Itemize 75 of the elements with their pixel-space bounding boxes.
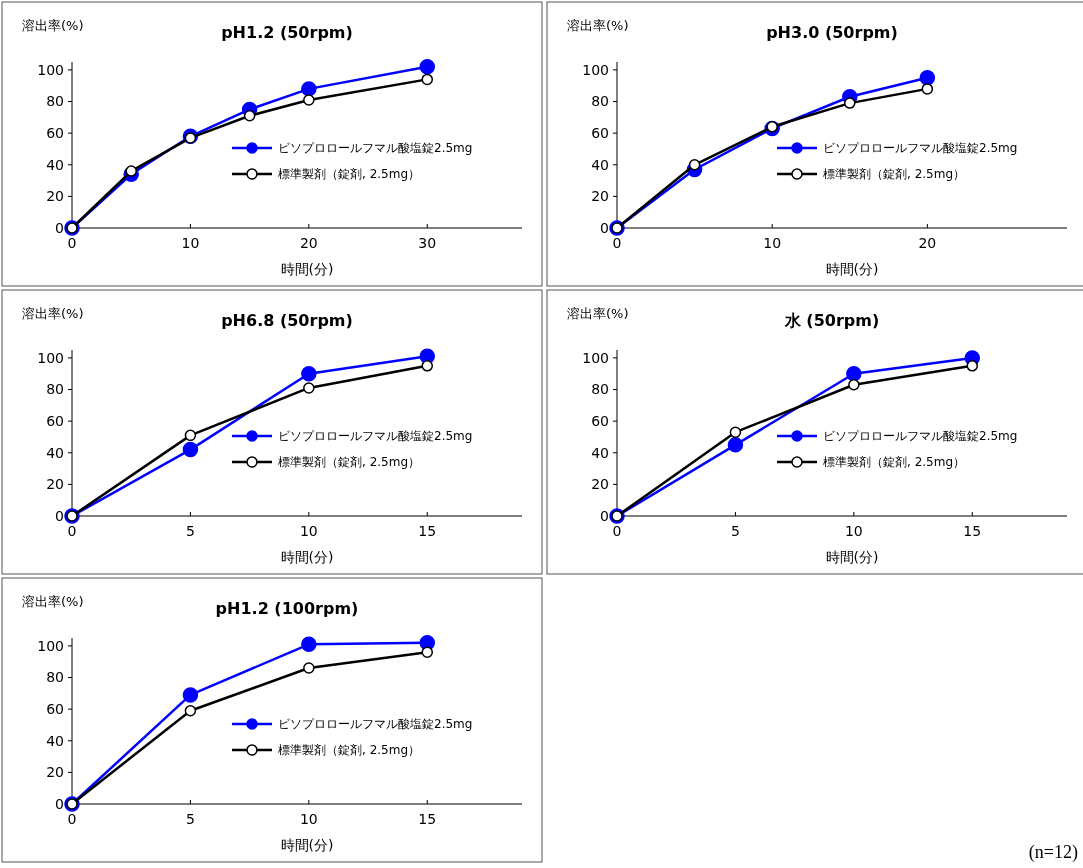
y-tick-label: 0 bbox=[600, 219, 609, 236]
x-tick-label: 10 bbox=[299, 811, 318, 827]
y-tick-label: 20 bbox=[591, 476, 609, 493]
y-tick-label: 100 bbox=[37, 61, 64, 78]
y-tick-label: 80 bbox=[591, 93, 609, 110]
x-tick-label: 0 bbox=[67, 235, 77, 251]
x-tick-label: 5 bbox=[185, 523, 195, 539]
x-tick-label: 10 bbox=[844, 523, 863, 539]
y-tick-label: 60 bbox=[591, 413, 609, 430]
x-tick-label: 0 bbox=[67, 523, 77, 539]
y-tick-label: 100 bbox=[37, 349, 64, 366]
y-tick-label: 20 bbox=[46, 476, 64, 493]
y-tick-label: 20 bbox=[46, 188, 64, 205]
chart-title: pH1.2 (50rpm) bbox=[221, 23, 353, 42]
x-tick-label: 15 bbox=[418, 523, 437, 539]
y-axis-title: 溶出率(%) bbox=[567, 18, 629, 33]
x-tick-label: 15 bbox=[418, 811, 437, 827]
y-axis-title: 溶出率(%) bbox=[22, 594, 84, 609]
x-axis-title: 時間(分) bbox=[280, 549, 334, 565]
x-tick-label: 5 bbox=[185, 811, 195, 827]
chart-title: pH6.8 (50rpm) bbox=[221, 311, 353, 330]
y-tick-label: 60 bbox=[46, 701, 64, 718]
chart-title: pH1.2 (100rpm) bbox=[215, 599, 359, 618]
y-tick-label: 100 bbox=[37, 637, 64, 654]
legend-label: ビソプロロールフマル酸塩錠2.5mg bbox=[823, 141, 1018, 156]
x-tick-label: 15 bbox=[963, 523, 982, 539]
x-tick-label: 20 bbox=[299, 235, 318, 251]
y-tick-label: 0 bbox=[55, 507, 64, 524]
text: (n=12) bbox=[1028, 842, 1078, 863]
y-tick-label: 80 bbox=[46, 93, 64, 110]
y-tick-label: 60 bbox=[591, 125, 609, 142]
x-tick-label: 5 bbox=[730, 523, 740, 539]
y-tick-label: 80 bbox=[46, 381, 64, 398]
y-tick-label: 40 bbox=[591, 444, 609, 461]
y-tick-label: 100 bbox=[582, 349, 609, 366]
legend-label: ビソプロロールフマル酸塩錠2.5mg bbox=[278, 717, 473, 732]
y-axis-title: 溶出率(%) bbox=[567, 306, 629, 321]
x-tick-label: 0 bbox=[67, 811, 77, 827]
x-axis-title: 時間(分) bbox=[280, 261, 334, 277]
x-axis-title: 時間(分) bbox=[825, 549, 879, 565]
x-tick-label: 10 bbox=[181, 235, 200, 251]
x-axis-title: 時間(分) bbox=[825, 261, 879, 277]
y-tick-label: 100 bbox=[582, 61, 609, 78]
y-tick-label: 80 bbox=[46, 669, 64, 686]
chart-title: 水 (50rpm) bbox=[783, 311, 880, 330]
y-axis-title: 溶出率(%) bbox=[22, 18, 84, 33]
legend-label: 標準製剤（錠剤, 2.5mg） bbox=[278, 167, 421, 182]
legend-label: ビソプロロールフマル酸塩錠2.5mg bbox=[278, 429, 473, 444]
legend-label: ビソプロロールフマル酸塩錠2.5mg bbox=[823, 429, 1018, 444]
x-tick-label: 0 bbox=[612, 235, 622, 251]
y-tick-label: 60 bbox=[46, 125, 64, 142]
y-tick-label: 0 bbox=[600, 507, 609, 524]
legend-label: 標準製剤（錠剤, 2.5mg） bbox=[278, 455, 421, 470]
y-tick-label: 80 bbox=[591, 381, 609, 398]
legend-label: ビソプロロールフマル酸塩錠2.5mg bbox=[278, 141, 473, 156]
y-tick-label: 40 bbox=[591, 156, 609, 173]
x-tick-label: 10 bbox=[763, 235, 782, 251]
y-tick-label: 0 bbox=[55, 795, 64, 812]
y-tick-label: 40 bbox=[46, 444, 64, 461]
legend-label: 標準製剤（錠剤, 2.5mg） bbox=[278, 743, 421, 758]
y-tick-label: 40 bbox=[46, 732, 64, 749]
legend-label: 標準製剤（錠剤, 2.5mg） bbox=[823, 167, 966, 182]
y-tick-label: 60 bbox=[46, 413, 64, 430]
x-tick-label: 20 bbox=[918, 235, 937, 251]
legend-label: 標準製剤（錠剤, 2.5mg） bbox=[823, 455, 966, 470]
y-tick-label: 20 bbox=[591, 188, 609, 205]
x-tick-label: 10 bbox=[299, 523, 318, 539]
y-tick-label: 20 bbox=[46, 764, 64, 781]
x-axis-title: 時間(分) bbox=[280, 837, 334, 853]
y-tick-label: 0 bbox=[55, 219, 64, 236]
y-tick-label: 40 bbox=[46, 156, 64, 173]
x-tick-label: 0 bbox=[612, 523, 622, 539]
x-tick-label: 30 bbox=[418, 235, 437, 251]
chart-title: pH3.0 (50rpm) bbox=[766, 23, 898, 42]
y-axis-title: 溶出率(%) bbox=[22, 306, 84, 321]
